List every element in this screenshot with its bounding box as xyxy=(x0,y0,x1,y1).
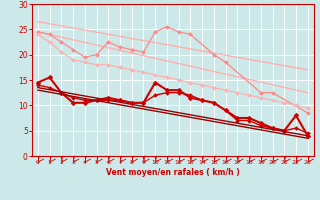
X-axis label: Vent moyen/en rafales ( km/h ): Vent moyen/en rafales ( km/h ) xyxy=(106,168,240,177)
